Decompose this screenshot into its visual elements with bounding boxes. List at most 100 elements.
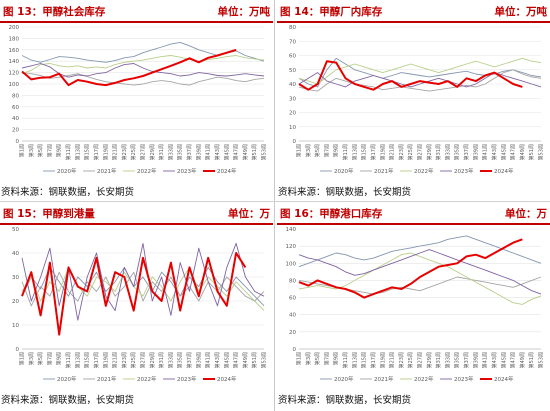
y-tick-label: 100 (9, 82, 20, 88)
x-tick-label: 第37周 (186, 144, 193, 160)
x-tick-label: 第3周 (28, 144, 35, 157)
series-line-2022年 (298, 252, 542, 305)
x-tick-label: 第33周 (167, 144, 174, 160)
x-tick-label: 第35周 (454, 352, 461, 368)
title-bar: 图 14：甲醇厂内库存 单位：万吨 (277, 0, 550, 23)
x-tick-label: 第45周 (500, 144, 507, 160)
x-tick-label: 第13周 (74, 352, 81, 368)
x-tick-label: 第9周 (333, 144, 340, 157)
y-tick-label: 160 (9, 48, 20, 54)
x-tick-label: 第23周 (121, 144, 128, 160)
x-tick-label: 第27周 (140, 352, 147, 368)
legend-label: 2020年 (57, 375, 77, 383)
x-tick-label: 第51周 (528, 352, 535, 368)
x-tick-label: 第11周 (342, 144, 349, 160)
source-note: 资料来源：钢联数据，长安期货 (278, 395, 412, 406)
title-bar: 图 15：甲醇到港量 单位：万 (0, 202, 273, 225)
series-line-2024年 (21, 48, 237, 87)
legend-label: 2024年 (494, 375, 514, 383)
legend-label: 2022年 (137, 167, 157, 175)
chart-unit: 单位：万 (228, 208, 270, 220)
legend-label: 2021年 (374, 167, 394, 175)
x-tick-label: 第53周 (261, 352, 268, 368)
x-tick-label: 第7周 (46, 144, 53, 157)
panel-port-inventory: 图 16：甲醇港口库存 单位：万 0 20 40 60 80 100 120 140 第1周 第3… (277, 202, 550, 411)
y-tick-label: 40 (12, 251, 19, 257)
legend-label: 2020年 (334, 375, 354, 383)
x-tick-label: 第37周 (186, 352, 193, 368)
series-line-2021年 (298, 276, 542, 295)
source-note: 资料来源：钢联数据，长安期货 (1, 187, 135, 198)
x-tick-label: 第31周 (158, 352, 165, 368)
y-tick-label: 120 (9, 71, 20, 77)
legend-label: 2023年 (177, 167, 197, 175)
x-tick-label: 第49周 (519, 144, 526, 160)
panel-plant-inventory: 图 14：甲醇厂内库存 单位：万吨 0 10 20 30 40 50 60 70 80 第1周 第3… (277, 0, 550, 202)
legend-label: 2023年 (454, 167, 474, 175)
y-tick-label: 140 (9, 59, 20, 65)
x-tick-label: 第3周 (305, 144, 312, 157)
x-tick-label: 第31周 (435, 352, 442, 368)
chart-title: 图 15：甲醇到港量 (3, 208, 95, 220)
series-line-2023年 (298, 249, 542, 295)
y-tick-label: 200 (9, 25, 20, 31)
series-line-2020年 (298, 57, 542, 88)
x-tick-label: 第47周 (233, 144, 240, 160)
legend-label: 2024年 (494, 167, 514, 175)
series-line-2023年 (298, 72, 542, 88)
x-tick-label: 第19周 (379, 144, 386, 160)
x-tick-label: 第21周 (112, 144, 119, 160)
x-tick-label: 第25周 (407, 144, 414, 160)
x-tick-label: 第29周 (426, 352, 433, 368)
x-tick-label: 第41周 (205, 352, 212, 368)
x-tick-label: 第7周 (323, 144, 330, 157)
x-tick-label: 第25周 (407, 352, 414, 368)
x-tick-label: 第33周 (167, 352, 174, 368)
x-tick-label: 第43周 (214, 144, 221, 160)
x-tick-label: 第5周 (314, 144, 321, 157)
x-tick-label: 第37周 (463, 352, 470, 368)
x-tick-label: 第43周 (214, 352, 221, 368)
x-tick-label: 第13周 (351, 144, 358, 160)
x-tick-label: 第23周 (121, 352, 128, 368)
x-tick-label: 第11周 (342, 352, 349, 368)
x-tick-label: 第51周 (251, 352, 258, 368)
title-bar: 图 16：甲醇港口库存 单位：万 (277, 202, 550, 225)
legend-label: 2022年 (414, 375, 434, 383)
y-tick-label: 20 (289, 330, 296, 336)
x-tick-label: 第11周 (65, 352, 72, 368)
chart-title: 图 16：甲醇港口库存 (280, 208, 383, 220)
x-tick-label: 第47周 (510, 144, 517, 160)
x-tick-label: 第49周 (242, 144, 249, 160)
legend-label: 2022年 (137, 375, 157, 383)
x-tick-label: 第39周 (472, 144, 479, 160)
x-tick-label: 第5周 (37, 352, 44, 365)
x-tick-label: 第1周 (296, 144, 303, 157)
x-tick-label: 第15周 (361, 352, 368, 368)
x-tick-label: 第45周 (223, 352, 230, 368)
series-line-2022年 (21, 55, 265, 75)
x-tick-label: 第3周 (28, 352, 35, 365)
x-tick-label: 第39周 (195, 352, 202, 368)
x-tick-label: 第41周 (482, 352, 489, 368)
series-line-2020年 (21, 266, 265, 307)
x-tick-label: 第5周 (314, 352, 321, 365)
y-tick-label: 20 (12, 128, 19, 134)
x-tick-label: 第35周 (177, 352, 184, 368)
panel-port-arrivals: 图 15：甲醇到港量 单位：万 0 10 20 30 40 50 第1周 第3周 第5周 第7周第… (0, 202, 273, 411)
y-tick-label: 10 (289, 125, 296, 131)
x-tick-label: 第41周 (205, 144, 212, 160)
y-tick-label: 60 (12, 105, 19, 111)
x-tick-label: 第15周 (84, 352, 91, 368)
x-tick-label: 第39周 (195, 144, 202, 160)
x-tick-label: 第5周 (37, 144, 44, 157)
row-divider (0, 201, 550, 202)
x-tick-label: 第19周 (102, 144, 109, 160)
chart-title: 图 14：甲醇厂内库存 (280, 6, 383, 18)
column-divider (274, 0, 275, 411)
x-tick-label: 第31周 (435, 144, 442, 160)
series-line-2024年 (298, 60, 523, 91)
series-line-2023年 (21, 63, 265, 78)
x-tick-label: 第17周 (370, 352, 377, 368)
y-tick-label: 120 (286, 244, 297, 250)
